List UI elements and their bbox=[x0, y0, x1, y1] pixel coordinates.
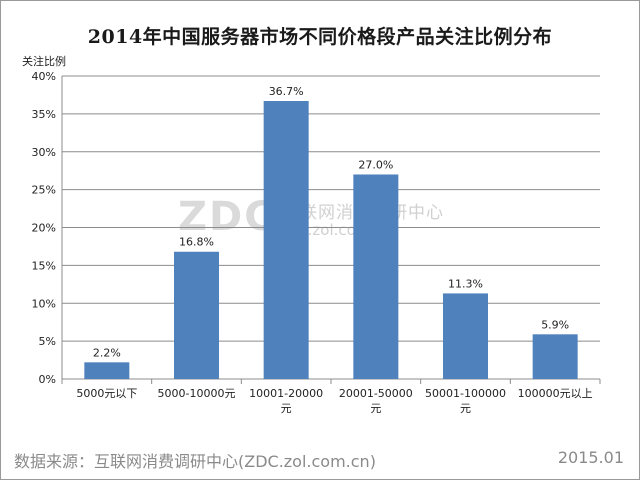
y-tick-label: 15% bbox=[32, 259, 56, 272]
data-label: 5.9% bbox=[541, 318, 569, 331]
bar bbox=[532, 334, 578, 379]
source-note: 数据来源：互联网消费调研中心(ZDC.zol.com.cn) bbox=[14, 452, 376, 471]
bar bbox=[174, 251, 219, 379]
bar bbox=[263, 100, 309, 379]
y-tick-label: 10% bbox=[32, 297, 56, 310]
x-tick-label: 元 bbox=[460, 402, 471, 415]
y-tick-label: 25% bbox=[32, 184, 56, 197]
x-tick-label: 100000元以上 bbox=[518, 387, 593, 400]
data-label: 36.7% bbox=[269, 85, 304, 98]
y-axis-label: 关注比例 bbox=[22, 55, 66, 68]
bar bbox=[353, 174, 399, 379]
x-tick-label: 5000-10000元 bbox=[158, 387, 236, 400]
data-label: 27.0% bbox=[358, 158, 393, 171]
bar bbox=[443, 293, 488, 379]
y-tick-label: 20% bbox=[32, 222, 56, 235]
data-label: 11.3% bbox=[448, 277, 483, 290]
y-tick-label: 5% bbox=[39, 335, 56, 348]
x-tick-label: 10001-20000 bbox=[249, 387, 323, 400]
x-tick-label: 5000元以下 bbox=[76, 387, 137, 400]
watermark-logo: ZDC bbox=[178, 194, 276, 240]
data-label: 16.8% bbox=[179, 236, 214, 249]
publish-date: 2015.01 bbox=[557, 448, 624, 467]
y-tick-label: 35% bbox=[32, 108, 56, 121]
y-tick-label: 0% bbox=[39, 373, 56, 386]
x-tick-label: 20001-50000 bbox=[339, 387, 413, 400]
x-tick-label: 50001-100000 bbox=[425, 387, 506, 400]
y-tick-label: 30% bbox=[32, 146, 56, 159]
chart-title: 2014年中国服务器市场不同价格段产品关注比例分布 bbox=[87, 26, 553, 48]
bar bbox=[84, 362, 130, 379]
x-tick-label: 元 bbox=[281, 402, 292, 415]
x-tick-label: 元 bbox=[370, 402, 381, 415]
y-tick-label: 40% bbox=[32, 70, 56, 83]
data-label: 2.2% bbox=[93, 346, 121, 359]
